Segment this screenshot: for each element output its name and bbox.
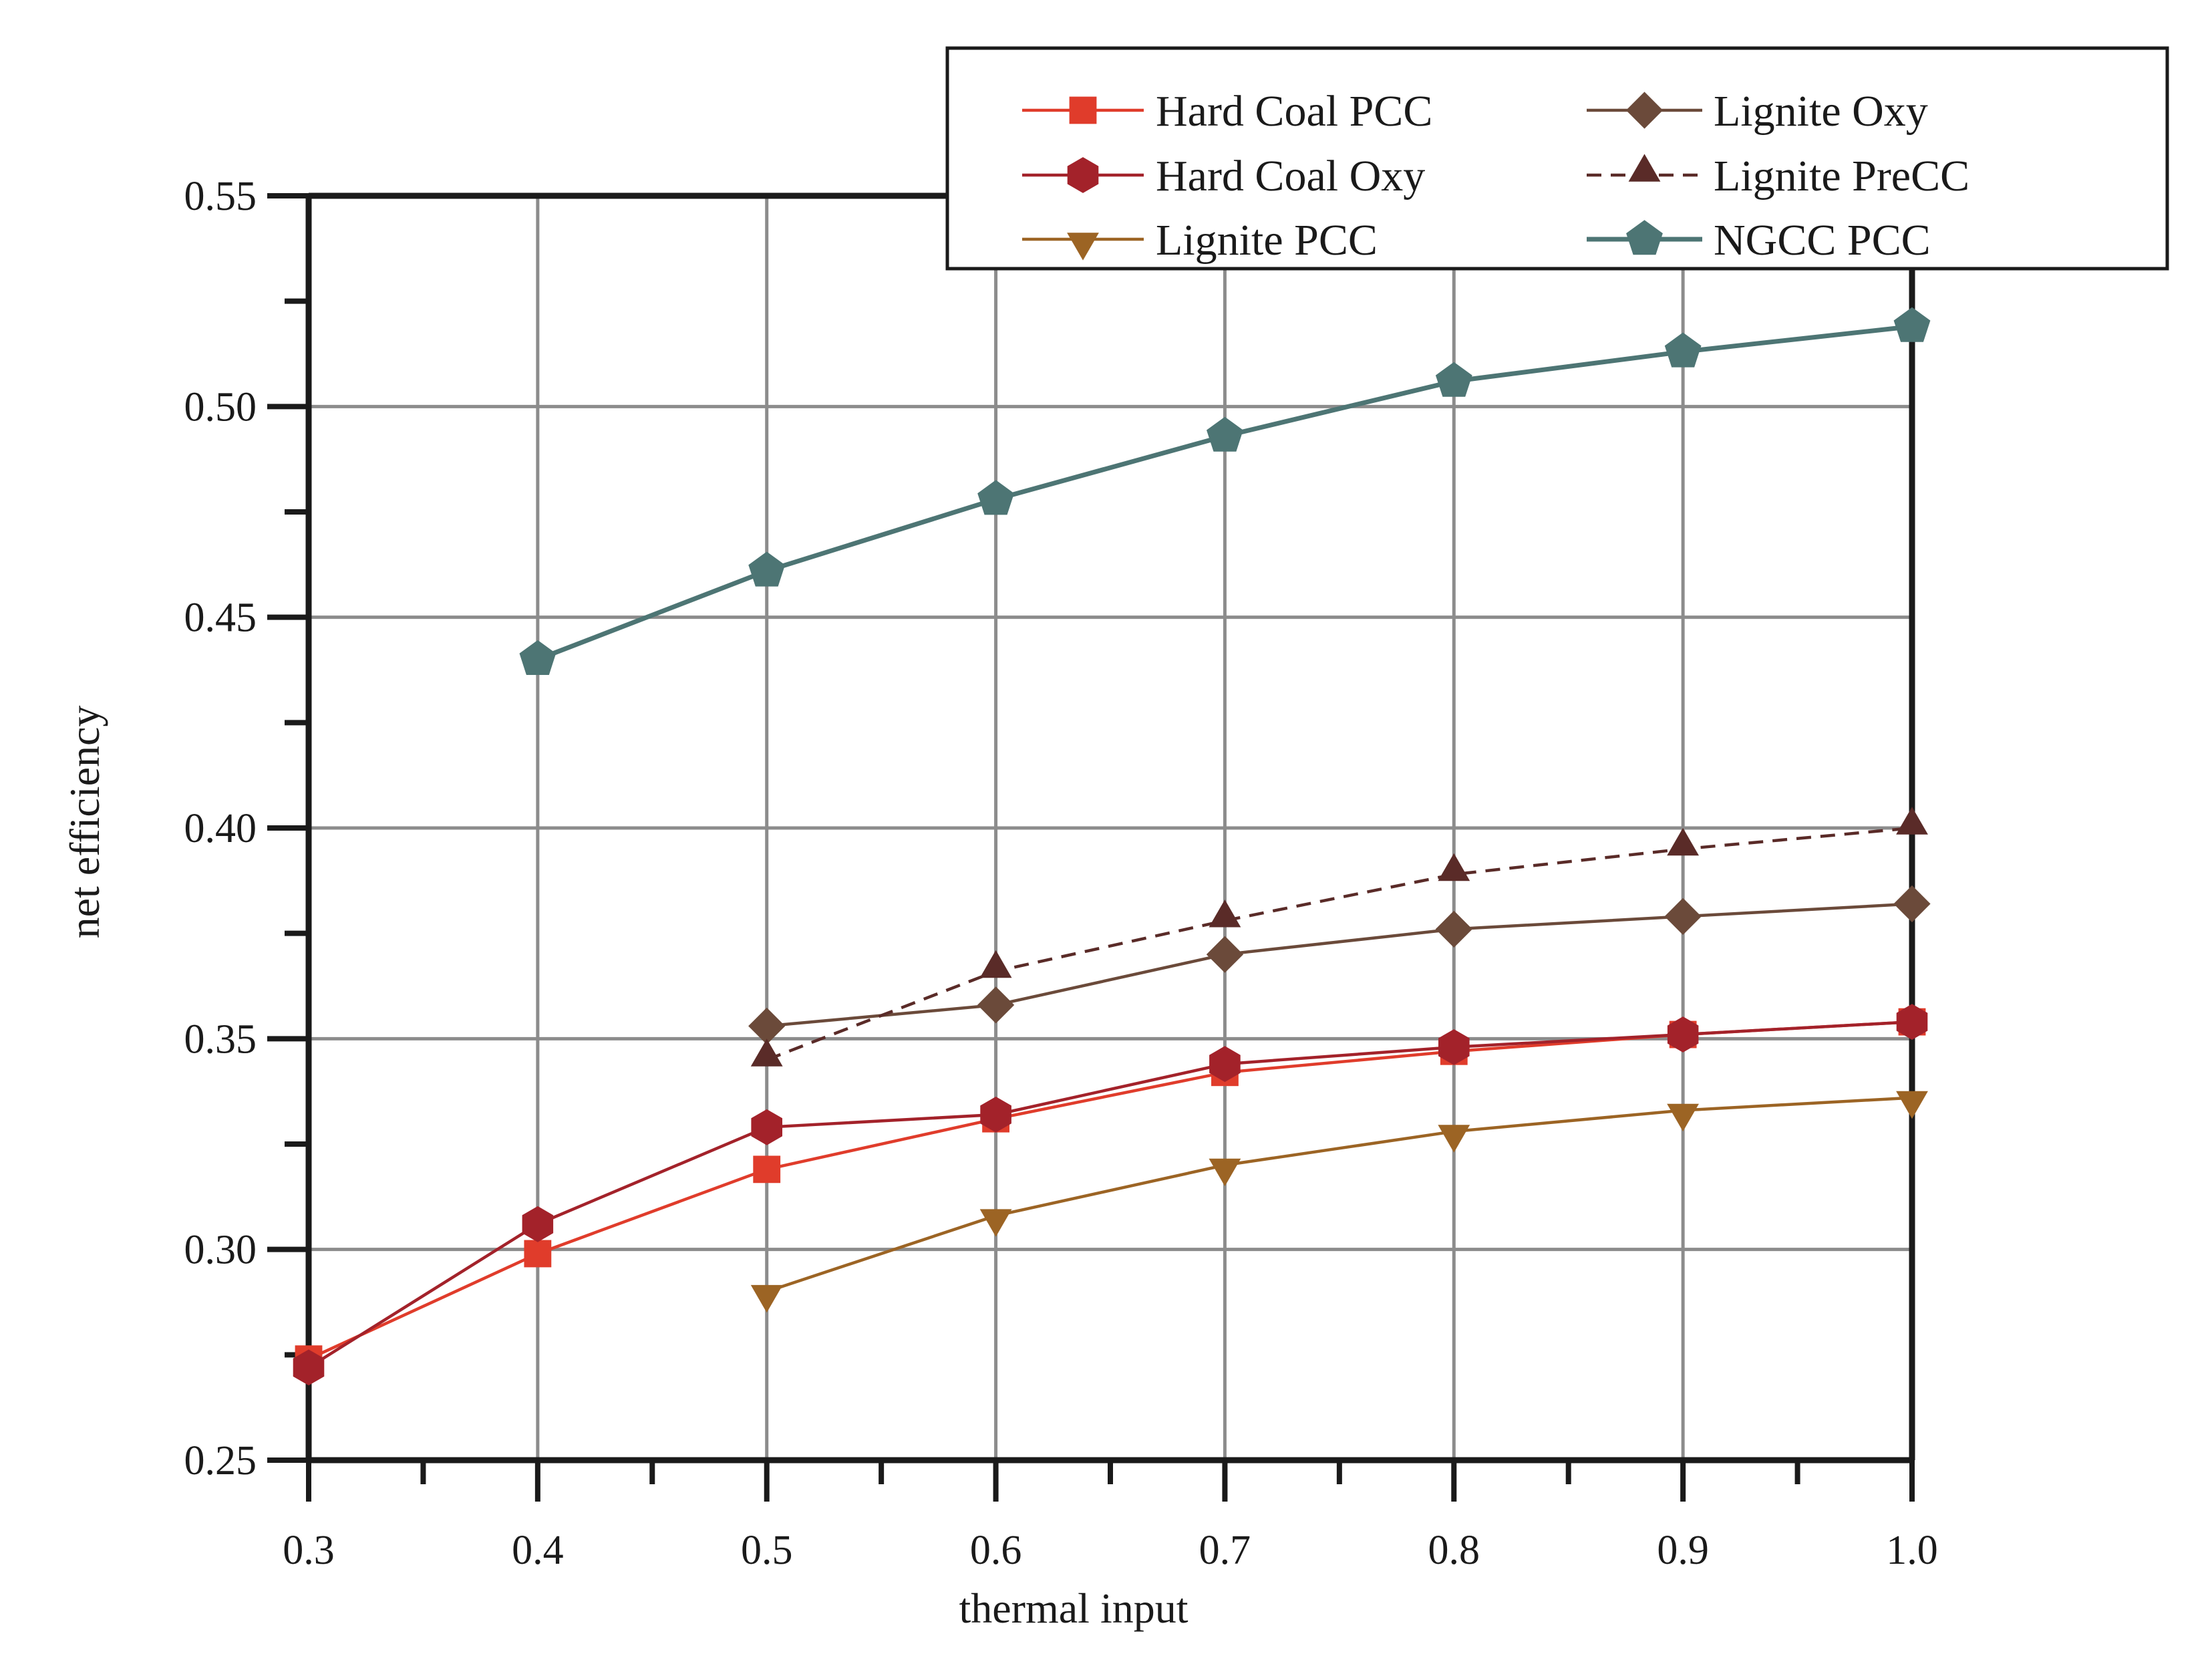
- legend: Hard Coal PCC Hard Coal Oxy Lignite PCC Lig…: [945, 46, 2169, 271]
- series-lignite-oxy: [748, 885, 1931, 1045]
- tick-labels: 0.3 0.4 0.5 0.6 0.7 0.8 0.9 1.0 0.25 0.30 0.35 0.40…: [184, 174, 1938, 1573]
- legend-marker-hard-coal-oxy: [1067, 157, 1099, 193]
- data-point-lignite-oxy: [1664, 897, 1702, 935]
- legend-marker-lignite-pcc: [1067, 233, 1099, 261]
- x-tick-label: 0.4: [512, 1528, 564, 1573]
- series-line-lignite-pcc: [766, 1096, 1913, 1293]
- data-point-ngcc-pcc: [1664, 332, 1702, 368]
- data-point-hard-coal-oxy: [1438, 1029, 1470, 1065]
- data-point-hard-coal-pcc: [524, 1240, 552, 1268]
- y-tick-label: 0.35: [184, 1016, 257, 1062]
- data-point-lignite-pcc: [1438, 1125, 1470, 1153]
- data-point-ngcc-pcc: [1207, 416, 1243, 452]
- y-tick-label: 0.50: [184, 384, 257, 430]
- data-point-lignite-pcc: [1209, 1158, 1241, 1187]
- legend-label-hard-coal-pcc: Hard Coal PCC: [1156, 87, 1432, 136]
- series-lignite-pcc: [750, 1091, 1928, 1313]
- data-point-hard-coal-oxy: [1209, 1046, 1241, 1083]
- data-point-ngcc-pcc: [1435, 362, 1472, 397]
- legend-box: [945, 46, 2169, 271]
- legend-label-ngcc-pcc: NGCC PCC: [1714, 216, 1931, 265]
- data-point-hard-coal-oxy: [293, 1349, 325, 1386]
- data-point-lignite-precc: [1209, 899, 1241, 928]
- legend-entry-ngcc-pcc: NGCC PCC: [1587, 216, 1931, 265]
- x-tick-label: 0.9: [1657, 1528, 1709, 1573]
- data-point-lignite-precc: [1667, 827, 1699, 856]
- data-point-hard-coal-oxy: [980, 1097, 1011, 1133]
- x-tick-label: 0.7: [1199, 1528, 1251, 1573]
- data-point-lignite-precc: [1896, 807, 1928, 835]
- y-tick-label: 0.40: [184, 806, 257, 851]
- data-point-hard-coal-oxy: [751, 1109, 782, 1145]
- data-point-ngcc-pcc: [748, 551, 786, 587]
- legend-entry-hard-coal-oxy: Hard Coal Oxy: [1022, 152, 1425, 200]
- legend-marker-hard-coal-pcc: [1069, 96, 1097, 124]
- data-point-ngcc-pcc: [519, 640, 557, 675]
- y-tick-label: 0.30: [184, 1228, 257, 1273]
- series-line-lignite-precc: [766, 826, 1913, 1061]
- data-point-hard-coal-pcc: [753, 1155, 781, 1184]
- data-point-lignite-precc: [750, 1038, 783, 1067]
- x-tick-label: 1.0: [1886, 1528, 1938, 1573]
- legend-label-lignite-precc: Lignite PreCC: [1714, 152, 1969, 200]
- series-hard-coal-oxy: [293, 1004, 1928, 1386]
- legend-marker-ngcc-pcc: [1626, 220, 1663, 255]
- y-tick-label: 0.55: [184, 174, 257, 219]
- data-point-lignite-oxy: [1893, 885, 1931, 923]
- series-lignite-precc: [750, 807, 1928, 1067]
- legend-label-lignite-pcc: Lignite PCC: [1156, 216, 1378, 265]
- data-point-hard-coal-oxy: [1896, 1004, 1928, 1040]
- legend-entry-lignite-oxy: Lignite Oxy: [1587, 87, 1928, 136]
- legend-entry-hard-coal-pcc: Hard Coal PCC: [1022, 87, 1432, 136]
- y-tick-label: 0.45: [184, 595, 257, 641]
- y-axis-title: net efficiency: [61, 706, 108, 939]
- y-tick-label: 0.25: [184, 1438, 257, 1484]
- axes: [267, 192, 1915, 1502]
- data-point-lignite-oxy: [977, 986, 1015, 1024]
- data-point-lignite-precc: [1438, 853, 1470, 881]
- data-point-lignite-pcc: [750, 1284, 783, 1313]
- legend-label-hard-coal-oxy: Hard Coal Oxy: [1156, 152, 1425, 200]
- series-ngcc-pcc: [519, 307, 1931, 675]
- data-point-lignite-precc: [979, 950, 1012, 978]
- data-point-hard-coal-oxy: [522, 1206, 554, 1242]
- data-point-lignite-oxy: [748, 1007, 786, 1045]
- legend-entry-lignite-pcc: Lignite PCC: [1022, 216, 1378, 265]
- data-point-lignite-pcc: [979, 1209, 1012, 1237]
- legend-marker-lignite-oxy: [1625, 92, 1664, 129]
- x-axis-title: thermal input: [959, 1584, 1188, 1632]
- legend-entry-lignite-precc: Lignite PreCC: [1587, 152, 1969, 200]
- series-line-lignite-oxy: [766, 902, 1913, 1028]
- data-point-hard-coal-oxy: [1667, 1016, 1699, 1053]
- legend-marker-lignite-precc: [1628, 154, 1661, 182]
- x-tick-label: 0.3: [283, 1528, 335, 1573]
- data-point-ngcc-pcc: [977, 480, 1014, 515]
- x-tick-label: 0.6: [970, 1528, 1022, 1573]
- x-tick-label: 0.8: [1428, 1528, 1480, 1573]
- data-point-lignite-pcc: [1667, 1103, 1699, 1132]
- grid: [309, 196, 1912, 1460]
- data-point-lignite-pcc: [1896, 1091, 1928, 1119]
- legend-label-lignite-oxy: Lignite Oxy: [1714, 87, 1928, 136]
- series-group: [293, 307, 1931, 1386]
- series-line-hard-coal-oxy: [307, 1020, 1913, 1369]
- data-point-lignite-oxy: [1206, 936, 1243, 973]
- data-point-lignite-oxy: [1435, 910, 1472, 948]
- x-tick-label: 0.5: [741, 1528, 793, 1573]
- data-point-ngcc-pcc: [1893, 307, 1931, 342]
